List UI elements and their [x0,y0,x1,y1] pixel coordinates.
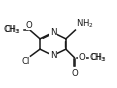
Text: N: N [50,28,56,37]
Text: NH$_2$: NH$_2$ [76,17,94,30]
Text: O: O [26,21,33,30]
Text: CH$_3$: CH$_3$ [90,51,106,64]
Text: O: O [71,69,78,78]
Text: N: N [50,51,56,60]
Text: O: O [79,53,86,62]
Text: CH$_3$: CH$_3$ [3,23,20,36]
Text: Cl: Cl [22,57,30,66]
Text: CH$_3$: CH$_3$ [90,51,107,64]
Text: CH$_3$: CH$_3$ [4,23,21,36]
